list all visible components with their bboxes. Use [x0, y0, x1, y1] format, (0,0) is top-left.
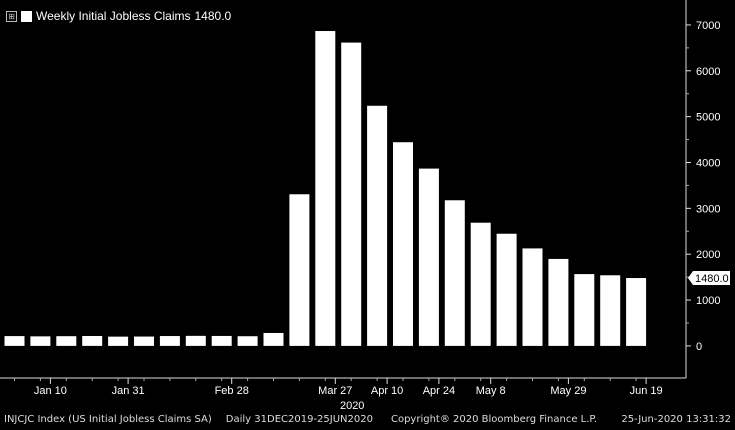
- bar: [134, 336, 154, 346]
- expand-icon[interactable]: ⊞: [6, 10, 17, 22]
- bar: [56, 336, 77, 346]
- footer-timestamp: 25-Jun-2020 13:31:32: [621, 414, 731, 425]
- legend-last-value: 1480.0: [194, 9, 232, 23]
- footer: INJCJC Index (US Initial Jobless Claims …: [4, 414, 731, 425]
- y-tick-label: 6000: [696, 66, 720, 78]
- footer-range: Daily 31DEC2019-25JUN2020: [225, 414, 373, 425]
- legend[interactable]: ⊞ Weekly Initial Jobless Claims 1480.0: [6, 8, 231, 24]
- bar: [30, 336, 51, 346]
- bar: [470, 222, 491, 346]
- bar: [574, 274, 595, 346]
- legend-swatch: [21, 10, 32, 22]
- bar: [315, 31, 336, 346]
- bar: [444, 200, 465, 346]
- footer-copyright: Copyright® 2020 Bloomberg Finance L.P.: [390, 414, 598, 425]
- x-tick-label: May 29: [550, 385, 586, 397]
- bar: [211, 335, 232, 346]
- y-tick-label: 4000: [696, 157, 720, 169]
- bars-group: [4, 31, 647, 346]
- y-tick-label: 2000: [696, 249, 720, 261]
- bar: [418, 168, 439, 346]
- x-axis: Jan 10 Jan 31 Feb 28 Mar 27 Apr 10 Apr 24 May …: [0, 377, 686, 412]
- y-tick-label: 1000: [696, 295, 720, 307]
- last-value-label: 1480.0: [695, 273, 729, 285]
- bar: [289, 194, 310, 346]
- x-year-label: 2020: [340, 400, 364, 412]
- bar: [367, 105, 388, 346]
- x-tick-label: Jan 10: [34, 385, 67, 397]
- x-tick-label: Jan 31: [112, 385, 145, 397]
- bar: [237, 336, 258, 346]
- x-tick-label: Jun 19: [630, 385, 663, 397]
- bar: [393, 142, 413, 346]
- bar: [341, 42, 362, 346]
- bar: [4, 336, 25, 346]
- y-tick-label: 7000: [696, 20, 720, 32]
- bar: [548, 258, 569, 346]
- x-tick-label: Feb 28: [215, 385, 249, 397]
- y-tick-label: 3000: [696, 203, 720, 215]
- x-tick-label: May 8: [476, 385, 506, 397]
- bar: [185, 335, 206, 346]
- last-value-marker: [688, 271, 730, 286]
- bar: [522, 248, 543, 346]
- y-tick-label: 0: [696, 341, 702, 353]
- bar: [82, 335, 103, 346]
- x-tick-label: Apr 24: [423, 385, 455, 397]
- bar: [263, 332, 284, 346]
- y-axis: 0 1000 2000 3000 4000 5000 6000 7000 1480.0: [685, 0, 730, 378]
- footer-index: INJCJC Index (US Initial Jobless Claims …: [4, 414, 212, 425]
- bar: [600, 275, 621, 346]
- bar: [108, 336, 129, 346]
- bar: [159, 336, 180, 346]
- legend-series-label: Weekly Initial Jobless Claims: [36, 9, 191, 23]
- x-tick-label: Mar 27: [318, 385, 352, 397]
- bar: [626, 278, 647, 346]
- y-tick-label: 5000: [696, 112, 720, 124]
- x-tick-label: Apr 10: [371, 385, 403, 397]
- bar: [496, 233, 517, 346]
